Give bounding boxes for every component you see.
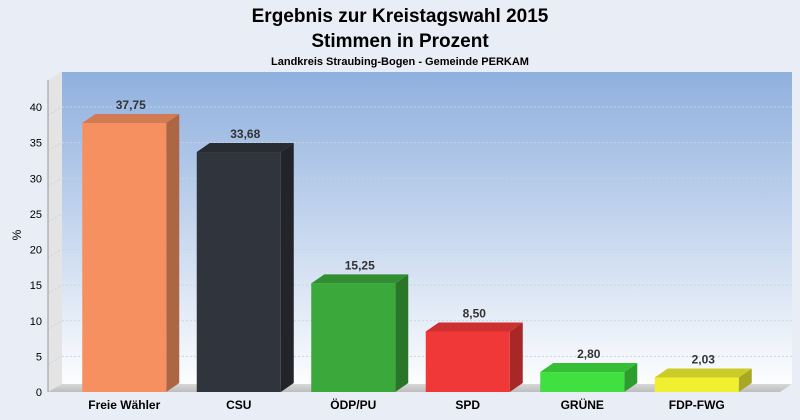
y-tick-label: 35 [30, 138, 42, 150]
chart-title: Ergebnis zur Kreistagswahl 2015 [252, 6, 549, 27]
category-label: FDP-FWG [669, 398, 725, 412]
bar-side [395, 274, 409, 392]
category-label: Freie Wähler [88, 398, 160, 412]
bar-front [425, 331, 510, 392]
bar-front [82, 123, 167, 392]
bar-top [82, 114, 180, 124]
category-label: ÖDP/PU [330, 397, 376, 412]
bar-side [509, 322, 523, 392]
y-tick-label: 10 [30, 316, 42, 328]
value-label: 2,80 [577, 347, 601, 361]
category-label: GRÜNE [561, 397, 604, 412]
bar-1 [196, 143, 294, 392]
bar-top [654, 368, 752, 378]
category-labels: Freie Wähler CSU ÖDP/PU SPD GRÜNE FDP-FWG [88, 397, 725, 412]
bar-5 [654, 368, 752, 392]
y-tick-label: 30 [30, 173, 42, 185]
bar-front [540, 372, 625, 392]
value-label: 33,68 [230, 127, 260, 141]
y-tick-label: 25 [30, 209, 42, 221]
left-wall [48, 72, 62, 392]
bar-side [280, 143, 294, 392]
bar-top [540, 363, 638, 373]
chart-subtitle: Landkreis Straubing-Bogen - Gemeinde PER… [271, 56, 529, 68]
bar-top [425, 322, 523, 332]
value-label: 37,75 [116, 98, 146, 112]
bar-front [196, 152, 281, 392]
grid-line [47, 213, 792, 223]
bar-4 [540, 363, 638, 392]
grid-line [47, 320, 792, 330]
y-axis-label: % [10, 229, 24, 240]
bar-0 [82, 114, 180, 392]
bar-side [166, 114, 180, 392]
y-tick-labels: 0 5 10 15 20 25 30 35 40 [30, 102, 42, 399]
grid-line [47, 355, 792, 365]
category-label: SPD [455, 398, 480, 412]
y-tick-label: 0 [36, 387, 42, 399]
bar-top [196, 143, 294, 153]
value-label: 2,03 [692, 353, 716, 367]
grid-line [47, 177, 792, 187]
grid-lines [47, 106, 792, 365]
grid-line [47, 106, 792, 116]
category-label: CSU [226, 398, 251, 412]
bar-3 [425, 322, 523, 392]
grid-line [47, 284, 792, 294]
value-label: 15,25 [345, 258, 375, 272]
bar-2 [311, 274, 409, 392]
y-tick-label: 15 [30, 280, 42, 292]
bar-side [738, 368, 752, 392]
value-labels: 37,75 33,68 15,25 8,50 2,80 2,03 [116, 98, 716, 367]
y-tick-label: 20 [30, 245, 42, 257]
y-tick-label: 40 [30, 102, 42, 114]
bars [82, 114, 752, 392]
bar-side [624, 363, 638, 392]
bar-front [311, 283, 396, 392]
y-tick-label: 5 [36, 351, 42, 363]
grid-line [47, 249, 792, 258]
value-label: 8,50 [463, 306, 487, 320]
chart-title-line2: Stimmen in Prozent [311, 31, 489, 52]
grid-line [47, 142, 792, 152]
bar-front [654, 377, 739, 392]
bar-top [311, 274, 409, 284]
